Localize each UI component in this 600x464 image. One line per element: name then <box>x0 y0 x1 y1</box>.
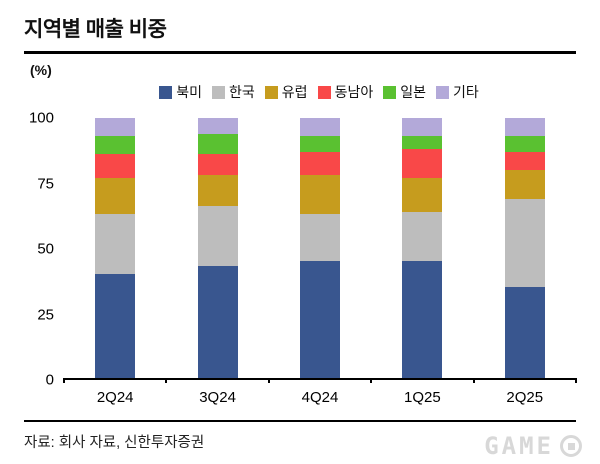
chart-area: (%) 북미 한국 유럽 동남아 일본 기타 0 25 50 75 100 2Q24 3Q24 4Q2… <box>24 60 577 406</box>
bar-segment <box>504 287 545 378</box>
x-axis-tick <box>370 378 373 383</box>
x-axis-tick <box>472 378 475 383</box>
bar-segment <box>197 206 238 267</box>
bar-segment <box>299 118 340 137</box>
y-tick-label: 25 <box>37 306 54 323</box>
watermark-logo: GAME <box>484 432 582 460</box>
bar-segment <box>197 175 238 207</box>
bar-4Q24 <box>299 118 340 378</box>
bar-segment <box>299 261 340 378</box>
legend-item-0: 북미 <box>159 82 202 102</box>
bar-segment <box>95 118 136 137</box>
x-tick-label: 2Q24 <box>96 389 134 406</box>
y-tick-label: 75 <box>37 175 54 192</box>
watermark-circle-icon <box>560 435 582 457</box>
legend-label: 동남아 <box>334 84 374 100</box>
legend-swatch <box>383 85 397 99</box>
plot-row: 0 25 50 75 100 <box>24 110 577 389</box>
bar-segment <box>299 136 340 152</box>
bar-2Q25 <box>504 118 545 378</box>
bar-1Q25 <box>402 118 443 378</box>
legend-item-3: 동남아 <box>317 82 374 102</box>
bar-segment <box>504 118 545 137</box>
bar-segment <box>504 136 545 152</box>
bar-segment <box>197 154 238 176</box>
legend-label: 북미 <box>176 84 203 100</box>
bar-segment <box>402 136 443 150</box>
bar-segment <box>197 133 238 155</box>
y-tick-label: 0 <box>45 371 54 389</box>
legend-swatch <box>264 85 278 99</box>
source-footer: 자료: 회사 자료, 신한투자증권 <box>24 420 576 452</box>
legend-label: 유럽 <box>281 84 308 100</box>
bars <box>64 118 576 378</box>
source-text: 자료: 회사 자료, 신한투자증권 <box>24 435 205 451</box>
bar-segment <box>95 177 136 215</box>
bar-segment <box>402 149 443 178</box>
y-axis-unit-label: (%) <box>30 62 52 78</box>
bar-segment <box>299 214 340 261</box>
legend-label: 기타 <box>452 84 479 100</box>
y-axis: 0 25 50 75 100 <box>24 110 64 389</box>
legend-item-4: 일본 <box>383 82 426 102</box>
y-tick-label: 50 <box>37 240 54 258</box>
x-axis-tick <box>165 378 168 383</box>
bar-segment <box>197 266 238 378</box>
x-tick-label: 3Q24 <box>199 389 236 406</box>
legend-item-1: 한국 <box>212 82 255 102</box>
chart-top-row: (%) 북미 한국 유럽 동남아 일본 기타 <box>24 60 576 102</box>
bar-segment <box>95 154 136 178</box>
legend-item-2: 유럽 <box>264 82 308 102</box>
bar-segment <box>504 170 545 199</box>
bar-segment <box>504 151 545 171</box>
bar-segment <box>197 118 238 134</box>
plot <box>63 118 577 383</box>
legend-label: 일본 <box>400 84 426 100</box>
chart-header: 지역별 매출 비중 <box>24 0 576 54</box>
bar-segment <box>95 136 136 155</box>
legend-item-5: 기타 <box>435 82 479 102</box>
bar-segment <box>299 151 340 176</box>
bar-segment <box>402 177 443 212</box>
x-axis-tick <box>267 378 270 383</box>
x-tick-label: 2Q25 <box>506 389 544 406</box>
bar-segment <box>95 214 136 274</box>
x-tick-label: 1Q25 <box>404 389 441 406</box>
bar-segment <box>504 198 545 287</box>
page-title: 지역별 매출 비중 <box>24 18 167 41</box>
legend-swatch <box>159 85 173 99</box>
x-axis-tick <box>63 378 65 383</box>
bar-segment <box>402 118 443 137</box>
bar-segment <box>95 274 136 378</box>
bar-segment <box>402 261 443 378</box>
x-labels: 2Q24 3Q24 4Q24 1Q25 2Q25 <box>64 380 576 406</box>
x-axis-tick <box>575 378 577 383</box>
watermark-text: GAME <box>484 432 554 460</box>
y-tick-label: 100 <box>28 109 54 127</box>
bar-segment <box>299 175 340 215</box>
legend: 북미 한국 유럽 동남아 일본 기타 <box>121 82 479 102</box>
x-tick-label: 4Q24 <box>301 389 339 406</box>
legend-swatch <box>435 85 449 99</box>
bar-2Q24 <box>95 118 136 378</box>
bar-segment <box>402 211 443 261</box>
legend-swatch <box>212 85 226 99</box>
bar-3Q24 <box>197 118 238 378</box>
legend-swatch <box>317 85 331 99</box>
legend-label: 한국 <box>229 84 255 100</box>
